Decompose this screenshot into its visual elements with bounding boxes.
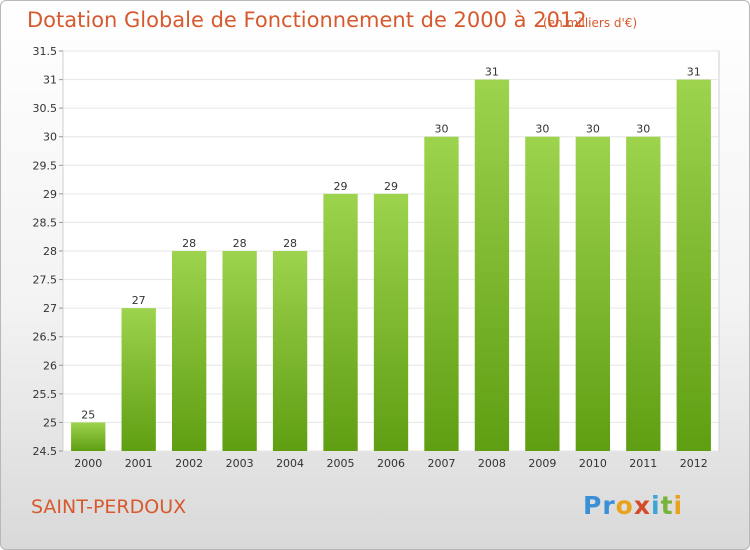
x-axis-ticks: 2000 2001 2002 2003 2004 2005 2006 2007 2008 2009… xyxy=(74,457,708,470)
data-label-2009: 30 xyxy=(535,123,549,136)
proxiti-logo: Proxiti xyxy=(583,491,684,520)
data-labels: 25 27 28 28 28 29 29 30 31 30 30 30 31 xyxy=(81,66,701,422)
x-tick-label-2007: 2007 xyxy=(427,457,455,470)
y-tick-label: 24.5 xyxy=(33,445,58,458)
y-tick-label: 31.5 xyxy=(33,45,58,58)
y-tick-label: 26 xyxy=(43,359,57,372)
data-label-2001: 27 xyxy=(132,294,146,307)
y-axis-ticks: 24.5 25 25.5 26 26.5 27 27.5 28 28.5 29 29.5 30 30.5… xyxy=(33,45,63,458)
x-tick-label-2003: 2003 xyxy=(226,457,254,470)
data-label-2000: 25 xyxy=(81,408,95,421)
y-tick-label: 25.5 xyxy=(33,388,58,401)
chart-unit: (en milliers d'€) xyxy=(543,16,638,30)
chart-title: Dotation Globale de Fonctionnement de 20… xyxy=(27,8,587,32)
data-label-2003: 28 xyxy=(233,237,247,250)
y-tick-label: 27.5 xyxy=(33,274,58,287)
y-tick-label: 30 xyxy=(43,131,57,144)
bar-2004 xyxy=(272,251,308,451)
bar-2003 xyxy=(222,251,257,451)
x-tick-label-2005: 2005 xyxy=(327,457,355,470)
x-tick-label-2010: 2010 xyxy=(579,457,607,470)
x-tick-label-2012: 2012 xyxy=(680,457,708,470)
y-tick-label: 25 xyxy=(43,416,57,429)
data-label-2011: 30 xyxy=(636,123,650,136)
place-name: SAINT-PERDOUX xyxy=(31,496,187,518)
bar-2009 xyxy=(525,136,560,451)
y-tick-label: 28.5 xyxy=(33,216,58,229)
x-tick-label-2008: 2008 xyxy=(478,457,506,470)
y-tick-label: 29 xyxy=(43,188,57,201)
data-label-2012: 31 xyxy=(687,66,701,79)
y-tick-label: 31 xyxy=(43,74,57,87)
y-tick-label: 29.5 xyxy=(33,159,58,172)
data-label-2006: 29 xyxy=(384,180,398,193)
y-tick-label: 28 xyxy=(43,245,57,258)
bar-2001 xyxy=(121,308,156,451)
bar-2005 xyxy=(323,193,358,451)
x-tick-label-2004: 2004 xyxy=(276,457,304,470)
x-tick-label-2006: 2006 xyxy=(377,457,405,470)
bar-2000 xyxy=(71,422,106,451)
x-tick-label-2002: 2002 xyxy=(175,457,203,470)
y-tick-label: 26.5 xyxy=(33,331,58,344)
x-tick-label-2001: 2001 xyxy=(125,457,153,470)
data-label-2008: 31 xyxy=(485,66,499,79)
data-label-2007: 30 xyxy=(434,123,448,136)
x-tick-label-2009: 2009 xyxy=(528,457,556,470)
data-label-2002: 28 xyxy=(182,237,196,250)
data-label-2005: 29 xyxy=(334,180,348,193)
x-tick-label-2011: 2011 xyxy=(629,457,657,470)
y-tick-label: 27 xyxy=(43,302,57,315)
x-tick-label-2000: 2000 xyxy=(74,457,102,470)
y-tick-label: 30.5 xyxy=(33,102,58,115)
bar-2006 xyxy=(373,193,409,451)
bar-2012 xyxy=(676,79,711,452)
bars xyxy=(71,79,711,452)
data-label-2004: 28 xyxy=(283,237,297,250)
bar-2002 xyxy=(171,251,207,451)
bar-2010 xyxy=(575,136,611,451)
data-label-2010: 30 xyxy=(586,123,600,136)
bar-2008 xyxy=(474,79,510,452)
bar-2007 xyxy=(424,136,459,451)
bar-2011 xyxy=(626,136,661,451)
